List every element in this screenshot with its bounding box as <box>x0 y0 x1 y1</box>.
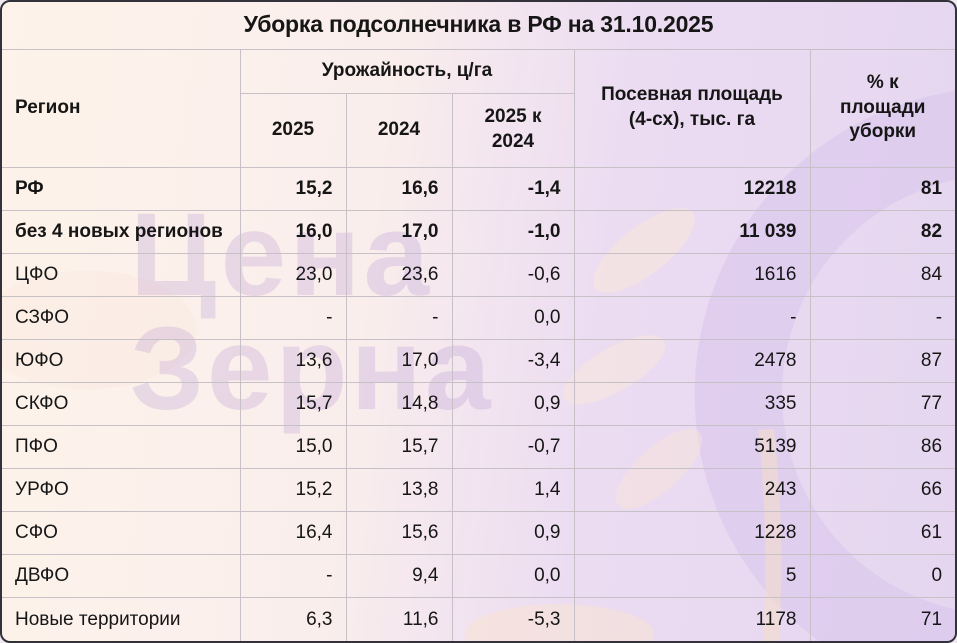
cell-yield-2024: 17,0 <box>345 338 453 383</box>
cell-yield-2024: 11,6 <box>345 597 453 641</box>
cell-region: ЮФО <box>2 338 241 383</box>
cell-sown-area: 11 039 <box>573 209 811 254</box>
table-row: Новые территории 6,3 11,6 -5,3 1178 71 <box>2 597 955 641</box>
col-header-pct: % к площади уборки <box>809 48 955 168</box>
cell-yield-2025: 15,0 <box>239 424 347 470</box>
table-row: ДВФО -9,4 0,0 5 0 <box>2 554 955 599</box>
cell-yield-2025: 23,0 <box>239 252 347 297</box>
table-row: СКФО 15,7 14,8 0,9 335 77 <box>2 381 955 426</box>
cell-yield-2024: - <box>345 295 453 340</box>
cell-sown-area: 1178 <box>573 597 811 641</box>
cell-yield-2024: 14,8 <box>345 381 453 426</box>
table-row: без 4 новых регионов 16,0 17,0 -1,0 11 039 82 <box>2 209 955 254</box>
cell-region: Новые территории <box>2 597 241 641</box>
col-header-yield-group: Урожайность, ц/га <box>239 48 575 94</box>
cell-harvested-pct: 77 <box>809 381 955 426</box>
cell-sown-area: 5 <box>573 554 811 599</box>
cell-yield-2025: 13,6 <box>239 338 347 383</box>
cell-yield-2025: 15,7 <box>239 381 347 426</box>
cell-region: СЗФО <box>2 295 241 340</box>
cell-yield-diff: 0,0 <box>451 554 575 599</box>
cell-sown-area: 2478 <box>573 338 811 383</box>
table-row: ПФО 15,0 15,7 -0,7 5139 86 <box>2 424 955 470</box>
cell-harvested-pct: 61 <box>809 511 955 556</box>
cell-region: РФ <box>2 166 241 211</box>
cell-harvested-pct: 82 <box>809 209 955 254</box>
col-header-2025: 2025 <box>239 92 347 168</box>
cell-yield-diff: 0,9 <box>451 511 575 556</box>
cell-region: ДВФО <box>2 554 241 599</box>
table-row: СФО 16,4 15,6 0,9 1228 61 <box>2 511 955 556</box>
cell-sown-area: 5139 <box>573 424 811 470</box>
cell-yield-2024: 17,0 <box>345 209 453 254</box>
cell-yield-diff: -5,3 <box>451 597 575 641</box>
cell-yield-diff: -0,6 <box>451 252 575 297</box>
cell-yield-diff: -1,0 <box>451 209 575 254</box>
cell-harvested-pct: 84 <box>809 252 955 297</box>
cell-yield-2025: 15,2 <box>239 468 347 513</box>
cell-harvested-pct: 66 <box>809 468 955 513</box>
col-header-area: Посевная площадь (4-сх), тыс. га <box>573 48 811 168</box>
table-row: СЗФО - -0,0- - <box>2 295 955 340</box>
cell-harvested-pct: 71 <box>809 597 955 641</box>
cell-yield-2024: 23,6 <box>345 252 453 297</box>
cell-region: без 4 новых регионов <box>2 209 241 254</box>
cell-yield-diff: 0,0 <box>451 295 575 340</box>
cell-yield-diff: -1,4 <box>451 166 575 211</box>
cell-region: СКФО <box>2 381 241 426</box>
cell-harvested-pct: 87 <box>809 338 955 383</box>
cell-harvested-pct: 0 <box>809 554 955 599</box>
table-title: Уборка подсолнечника в РФ на 31.10.2025 <box>2 2 955 50</box>
title-row: Уборка подсолнечника в РФ на 31.10.2025 <box>2 2 955 50</box>
col-header-region: Регион <box>2 48 241 168</box>
cell-sown-area: 335 <box>573 381 811 426</box>
cell-region: ЦФО <box>2 252 241 297</box>
table-row: ЮФО 13,6 17,0 -3,4 2478 87 <box>2 338 955 383</box>
cell-sown-area: 243 <box>573 468 811 513</box>
cell-yield-2025: 6,3 <box>239 597 347 641</box>
header-sub-row: 2025 2024 2025 к 2024 <box>2 92 955 168</box>
table-row: УРФО 15,2 13,8 1,4 243 66 <box>2 468 955 513</box>
cell-yield-2024: 9,4 <box>345 554 453 599</box>
cell-yield-diff: 1,4 <box>451 468 575 513</box>
table-row: ЦФО 23,0 23,6 -0,6 1616 84 <box>2 252 955 297</box>
cell-yield-2025: - <box>239 295 347 340</box>
cell-yield-2024: 15,7 <box>345 424 453 470</box>
cell-yield-2025: 16,4 <box>239 511 347 556</box>
cell-yield-2024: 15,6 <box>345 511 453 556</box>
table-row: РФ 15,2 16,6 -1,4 12218 81 <box>2 166 955 211</box>
cell-region: ПФО <box>2 424 241 470</box>
cell-sown-area: - <box>573 295 811 340</box>
cell-yield-2025: 16,0 <box>239 209 347 254</box>
cell-sown-area: 12218 <box>573 166 811 211</box>
cell-region: УРФО <box>2 468 241 513</box>
cell-sown-area: 1228 <box>573 511 811 556</box>
cell-harvested-pct: 86 <box>809 424 955 470</box>
header-group-row: Регион Урожайность, ц/га Посевная площад… <box>2 48 955 168</box>
cell-yield-2024: 13,8 <box>345 468 453 513</box>
cell-yield-diff: 0,9 <box>451 381 575 426</box>
cell-sown-area: 1616 <box>573 252 811 297</box>
col-header-2024: 2024 <box>345 92 453 168</box>
cell-yield-2025: - <box>239 554 347 599</box>
cell-region: СФО <box>2 511 241 556</box>
table-body: РФ 15,2 16,6 -1,4 12218 81 без 4 новых регионо… <box>2 166 955 641</box>
col-header-diff: 2025 к 2024 <box>451 92 575 168</box>
cell-yield-2024: 16,6 <box>345 166 453 211</box>
cell-yield-diff: -0,7 <box>451 424 575 470</box>
cell-yield-2025: 15,2 <box>239 166 347 211</box>
cell-harvested-pct: 81 <box>809 166 955 211</box>
cell-yield-diff: -3,4 <box>451 338 575 383</box>
cell-harvested-pct: - <box>809 295 955 340</box>
